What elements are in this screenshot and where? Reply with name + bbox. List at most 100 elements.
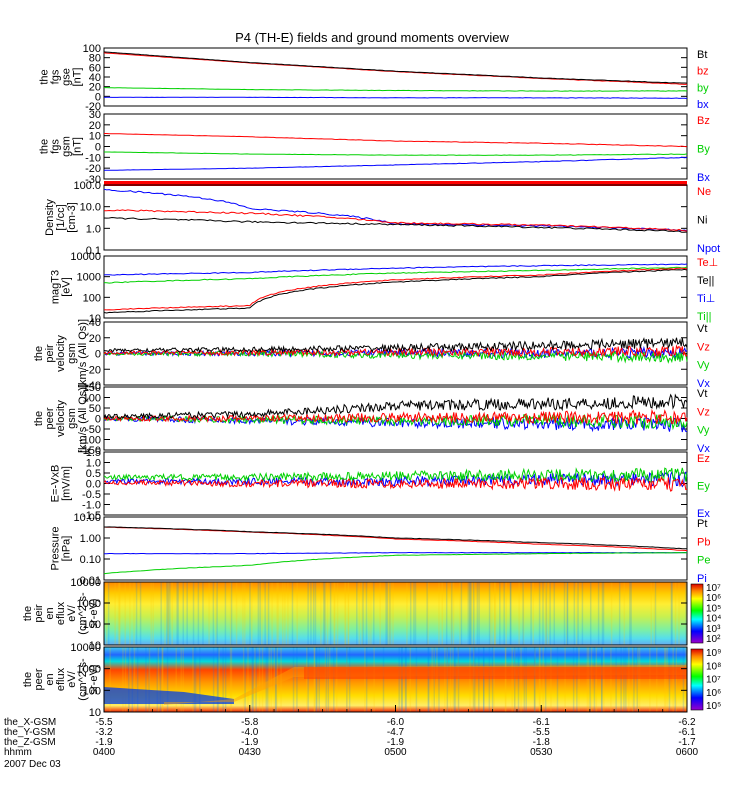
legend-entry: Ey [697, 481, 710, 493]
x-row-value: -5.5 [95, 717, 113, 728]
series-line-By [104, 151, 688, 156]
y-tick-label: 50 [89, 403, 101, 415]
y-tick-label: 1000 [77, 598, 101, 610]
colorbar-label: 10⁶ [706, 688, 721, 699]
colorbar-label: 10⁴ [706, 614, 721, 625]
y-axis-label-line: peer [44, 407, 56, 429]
y-axis-label-line: the [33, 346, 45, 361]
x-row-label: the_X-GSM [4, 717, 56, 728]
y-axis-label-line: gsm [66, 408, 78, 429]
x-row-value: -6.1 [533, 717, 551, 728]
legend-entry: Ex [697, 508, 710, 520]
y-axis-label-line: velocity [55, 400, 67, 437]
y-axis-label-line: eflux [55, 601, 67, 625]
x-row-value: -6.1 [678, 727, 696, 738]
legend-entry: Ne [697, 186, 711, 198]
x-row-value: 0430 [239, 747, 262, 758]
panel-4: 10000 1000 100 10 magT3 [eV] Te⊥ Te|| Ti⊥ Ti|| [50, 251, 719, 325]
y-tick-label: -1.5 [82, 510, 101, 522]
y-tick-label: 0.10 [80, 554, 101, 566]
x-row-value: -4.7 [387, 727, 405, 738]
x-row-value: -5.5 [533, 727, 551, 738]
y-tick-label: 10000 [70, 577, 101, 589]
colorbar: 10⁹ 10⁸ 10⁷ 10⁶ 10⁵ [690, 648, 721, 712]
colorbar-label: 10³ [706, 624, 721, 635]
series-line-Vz [103, 408, 688, 425]
y-tick-label: 1.5 [86, 447, 101, 459]
y-tick-label: 1.00 [80, 533, 101, 545]
y-axis-label-line: peer [33, 668, 45, 690]
y-axis-label-line: en [44, 607, 56, 619]
y-axis-label-line: [nPa] [61, 536, 73, 562]
series-line-Bt [103, 51, 688, 84]
y-tick-label: 30 [89, 109, 101, 121]
y-axis-label-line: Pressure [50, 526, 62, 570]
legend-entry: Vz [697, 406, 710, 418]
x-row-value: 0500 [384, 747, 407, 758]
y-axis-label-line: [mV/m] [61, 466, 73, 501]
y-axis-label-line: eflux [55, 667, 67, 691]
date-label: 2007 Dec 03 [4, 759, 61, 770]
y-tick-label: 100 [83, 292, 101, 304]
y-axis-label: the peir velocity gsm [km/s (All Qs)] [33, 319, 89, 388]
x-row-value: -6.2 [678, 717, 696, 728]
legend-entry: Pt [697, 518, 707, 530]
legend-entry: Vx [697, 378, 710, 390]
x-row-value: -1.9 [95, 737, 113, 748]
y-axis-label: Density [1/cc] [cm-3] [44, 199, 78, 236]
y-axis-label-line: [km/s (All Qs)] [77, 384, 89, 453]
y-tick-label: -150 [79, 445, 101, 457]
y-tick-label: -10 [85, 152, 101, 164]
quality-flag-bar [104, 181, 687, 186]
y-axis-label-line: [nT] [72, 137, 84, 156]
x-row-value: -4.0 [241, 727, 259, 738]
y-tick-label: 10.0 [80, 202, 101, 214]
x-row-value: -1.8 [533, 737, 551, 748]
y-axis-label-line: the [22, 606, 34, 621]
series-line-Ne [104, 209, 688, 232]
series-line-Ez [103, 475, 688, 492]
x-row-value: 0530 [530, 747, 553, 758]
y-tick-label: 40 [89, 72, 101, 84]
legend-entry: By [697, 144, 710, 156]
legend-entry: bz [697, 66, 709, 78]
y-axis-label-line: gsm [66, 343, 78, 364]
y-axis-label: the fgs gse [nT] [39, 68, 84, 87]
y-tick-label: -20 [85, 364, 101, 376]
colorbar-label: 10⁹ [706, 648, 721, 659]
y-axis-label-line: [eV] [61, 277, 73, 297]
colorbar-scale [690, 583, 704, 644]
y-tick-label: 20 [89, 82, 101, 94]
y-axis-label-line: gse [61, 68, 73, 86]
legend-entry: Ti⊥ [697, 293, 715, 305]
panel-frame [103, 581, 688, 646]
colorbar-label: 10⁸ [706, 661, 721, 672]
panel-10: 10⁹ 10⁸ 10⁷ 10⁶ 10⁵ 10000 1000 100 10 the peer en ef… [22, 642, 721, 719]
x-row-value: 0400 [93, 747, 116, 758]
y-axis-label-line: the [39, 139, 51, 154]
y-axis-label-line: [km/s (All Qs)] [77, 319, 89, 388]
y-axis-label-line: eV/ [66, 670, 78, 687]
colorbar-label: 10⁷ [706, 583, 721, 594]
legend-entry: Vz [697, 341, 710, 353]
x-row-value: -1.9 [387, 737, 405, 748]
colorbar-label: 10⁵ [706, 603, 721, 614]
y-tick-label: 10.00 [73, 512, 101, 524]
series-line-Ex [104, 470, 688, 488]
colorbar-label: 10⁷ [706, 675, 721, 686]
y-tick-label: 20 [89, 333, 101, 345]
x-row-label: the_Z-GSM [4, 737, 56, 748]
y-tick-label: 100 [83, 685, 101, 697]
y-tick-label: 10000 [70, 251, 101, 263]
y-tick-label: 0 [95, 414, 101, 426]
legend-entry: Vy [697, 425, 710, 437]
legend-entry: by [697, 82, 709, 94]
legend-entry: Pe [697, 555, 710, 567]
y-tick-label: 80 [89, 53, 101, 65]
y-tick-label: -0.5 [82, 489, 101, 501]
